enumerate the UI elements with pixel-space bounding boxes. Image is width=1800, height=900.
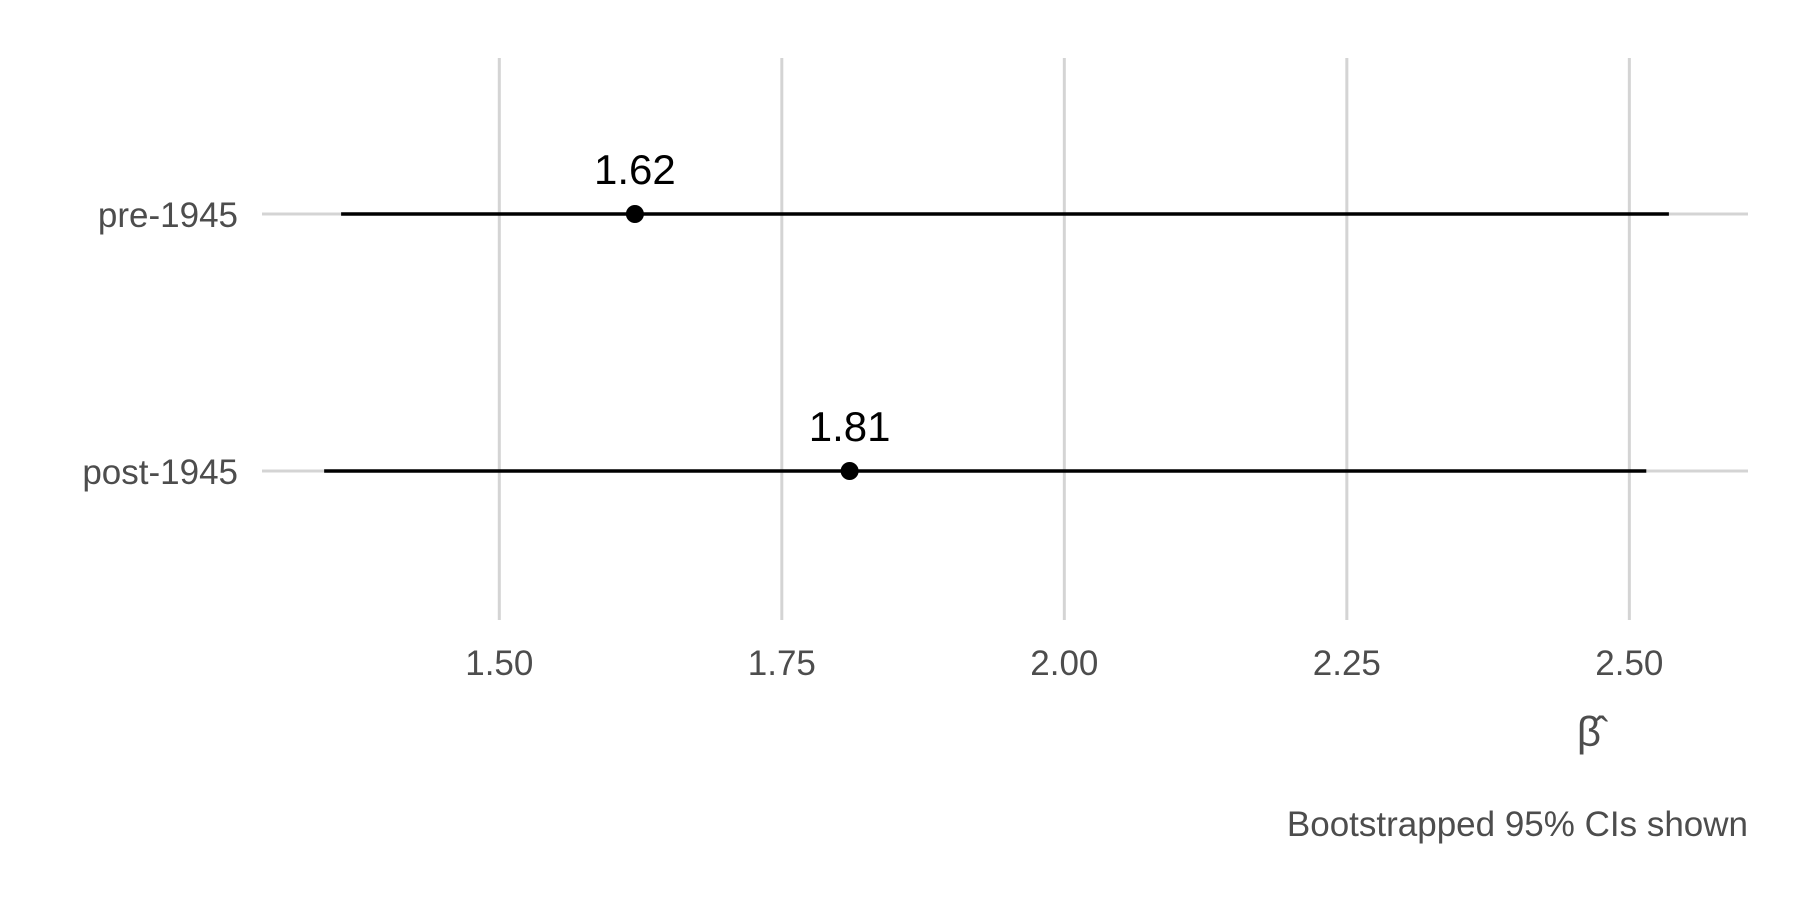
x-tick-label: 2.00 bbox=[1030, 644, 1098, 683]
estimate-label-post-1945: 1.81 bbox=[809, 403, 891, 450]
x-tick-label: 1.50 bbox=[465, 644, 533, 683]
y-tick-label: post-1945 bbox=[82, 453, 238, 492]
x-axis-tick-labels: 1.50 1.75 2.00 2.25 2.50 bbox=[465, 644, 1663, 683]
x-tick-label: 2.50 bbox=[1595, 644, 1663, 683]
horizontal-gridlines bbox=[262, 212, 1748, 473]
y-axis-tick-labels: pre-1945 post-1945 bbox=[82, 196, 238, 492]
y-tick-label: pre-1945 bbox=[98, 196, 238, 235]
estimate-point-pre-1945 bbox=[625, 205, 644, 223]
chart-caption: Bootstrapped 95% CIs shown bbox=[1287, 805, 1748, 844]
x-tick-label: 2.25 bbox=[1313, 644, 1381, 683]
x-tick-label: 1.75 bbox=[748, 644, 816, 683]
vertical-gridlines bbox=[497, 58, 1631, 620]
estimate-labels: 1.62 1.81 bbox=[594, 146, 890, 450]
estimate-point-post-1945 bbox=[840, 462, 859, 480]
x-axis-title: β̂ bbox=[1577, 708, 1608, 755]
point-estimates bbox=[625, 205, 859, 480]
confidence-intervals bbox=[324, 212, 1669, 473]
estimate-label-pre-1945: 1.62 bbox=[594, 146, 676, 193]
